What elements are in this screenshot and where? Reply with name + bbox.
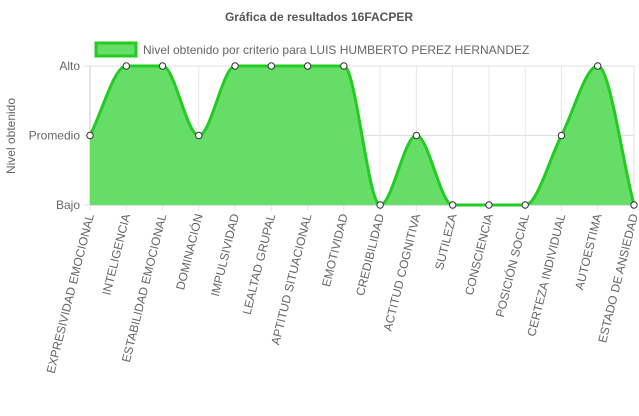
data-point (448, 201, 457, 209)
x-tick-label: CERTEZA INDIVIDUAL (524, 212, 568, 338)
data-point (340, 62, 348, 70)
y-tick-label: Alto (59, 59, 80, 73)
data-point (557, 131, 566, 140)
data-point (86, 131, 94, 140)
x-tick-label: INTELIGENCIA (99, 212, 133, 296)
x-tick-label: ESTADO DE ANSIEDAD (595, 212, 639, 344)
x-tick-label: IMPULSIVIDAD (208, 212, 242, 298)
series-line (88, 64, 636, 207)
data-area (88, 64, 636, 207)
x-tick-label: ACTITUD COGNITIVA (381, 212, 424, 332)
x-tick-label: EXPRESIVIDAD EMOCIONAL (44, 212, 97, 375)
data-point (303, 62, 312, 70)
data-point (485, 201, 493, 209)
data-point (376, 201, 384, 209)
x-tick-label: CONSCIENCIA (462, 212, 496, 296)
y-axis-ticks: Bajo Promedio Alto (29, 59, 81, 212)
x-tick-label: POSICIÓN SOCIAL (492, 212, 532, 319)
legend-label[interactable]: Nivel obtenido por criterio para LUIS HU… (143, 43, 529, 57)
data-point (521, 201, 529, 209)
x-tick-label: EMOTIVIDAD (319, 212, 351, 288)
data-point (630, 201, 638, 209)
x-tick-label: DOMINACIÓN (172, 212, 205, 291)
data-point (122, 62, 130, 70)
y-axis-title: Nivel obtenido (4, 98, 18, 174)
x-tick-label: LEALTAD GRUPAL (240, 212, 279, 316)
legend[interactable]: Nivel obtenido por criterio para LUIS HU… (94, 41, 529, 58)
y-tick-label: Promedio (29, 129, 81, 143)
x-tick-label: APTITUD SITUACIONAL (268, 212, 314, 346)
data-point (412, 131, 421, 140)
x-tick-label: AUTOESTIMA (572, 212, 604, 291)
data-point (267, 62, 276, 70)
data-point (195, 131, 203, 140)
data-point (158, 62, 167, 70)
x-tick-label: SUTILEZA (432, 212, 459, 271)
data-points (86, 62, 638, 209)
x-tick-label: CREDIBILIDAD (353, 212, 387, 297)
chart-title: Gráfica de resultados 16FACPER (225, 10, 413, 24)
legend-swatch[interactable] (94, 41, 138, 58)
data-point (594, 62, 602, 70)
x-axis-ticks: EXPRESIVIDAD EMOCIONAL INTELIGENCIAESTABI… (44, 212, 639, 375)
y-tick-label: Bajo (56, 198, 80, 212)
data-point (231, 62, 239, 70)
